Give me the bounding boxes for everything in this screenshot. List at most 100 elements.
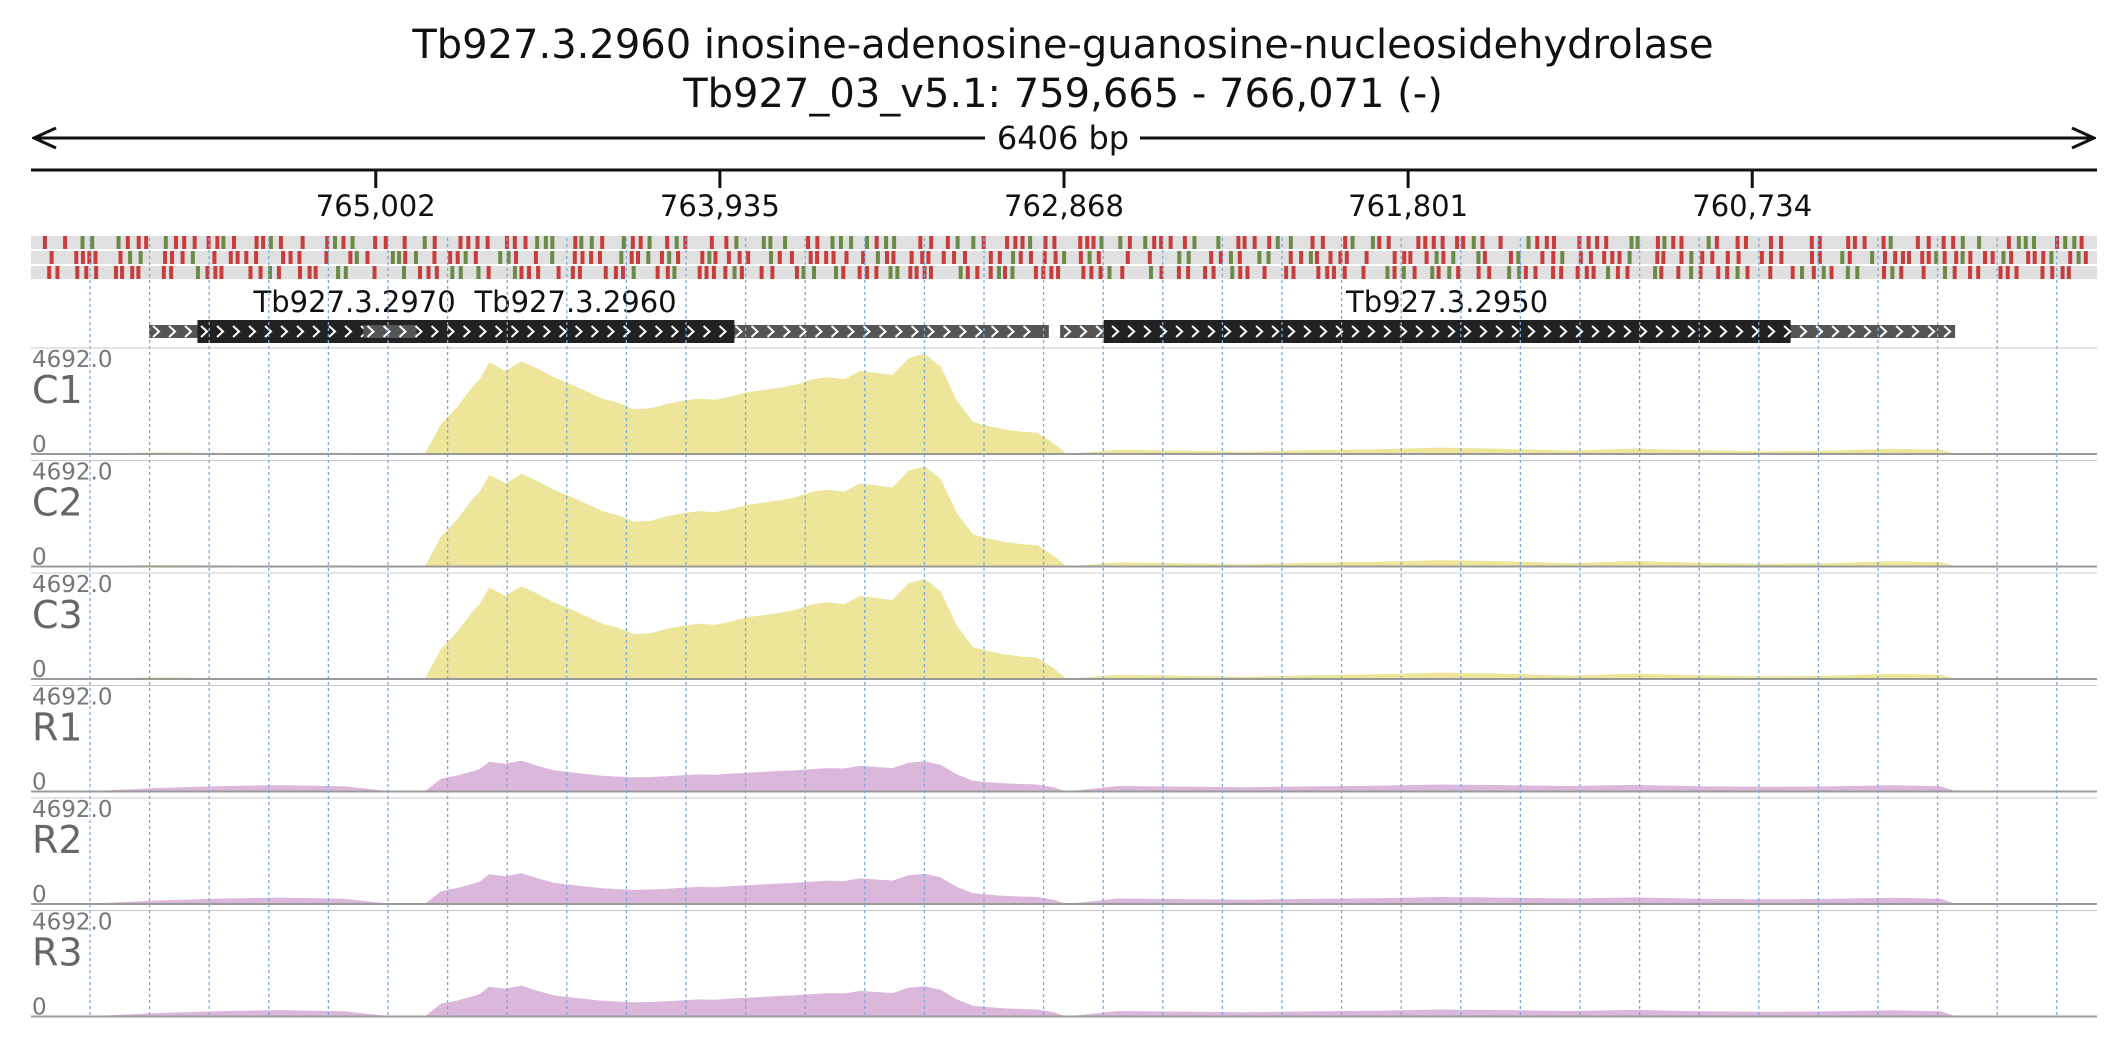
strand-arrow	[430, 325, 439, 338]
variant-mark	[138, 251, 143, 264]
strand-arrow	[462, 325, 471, 338]
variant-mark	[1617, 251, 1622, 264]
variant-mark	[195, 266, 200, 279]
variant-mark	[1689, 251, 1694, 264]
coverage-tracks: 4692.0C104692.0C204692.0C304692.0R104692…	[31, 347, 2097, 1021]
strand-arrow	[1191, 325, 1200, 338]
variant-mark	[1013, 236, 1018, 249]
variant-mark	[1091, 236, 1096, 249]
variant-mark	[1211, 266, 1216, 279]
variant-mark	[1533, 266, 1538, 279]
track-max-label: 4692.0	[32, 460, 112, 486]
variant-mark	[506, 251, 511, 264]
variant-mark	[874, 266, 879, 279]
strand-arrow	[1255, 325, 1264, 338]
variant-mark	[629, 251, 634, 264]
variant-mark	[844, 251, 849, 264]
variant-mark	[824, 251, 829, 264]
variant-mark	[697, 266, 702, 279]
variant-mark	[2079, 236, 2084, 249]
variant-mark	[350, 236, 355, 249]
variant-mark	[1821, 266, 1826, 279]
variant-mark	[1192, 236, 1197, 249]
variant-mark	[120, 266, 125, 279]
variant-mark	[130, 266, 135, 279]
variant-mark	[1595, 236, 1600, 249]
strand-arrow	[1239, 325, 1248, 338]
track-max-label: 4692.0	[32, 797, 112, 823]
variant-mark	[2060, 266, 2065, 279]
strand-arrow	[216, 325, 225, 338]
variant-mark	[892, 236, 897, 249]
strand-arrow	[1767, 325, 1776, 338]
strand-arrow	[494, 325, 503, 338]
strand-arrow	[200, 325, 209, 338]
strand-arrow	[1559, 325, 1568, 338]
coverage-area	[31, 466, 2097, 567]
variant-mark	[1089, 266, 1094, 279]
variant-mark	[2072, 236, 2077, 249]
variant-mark	[1915, 236, 1920, 249]
variant-mark	[1331, 266, 1336, 279]
variant-mark	[1209, 251, 1214, 264]
variant-mark	[1615, 266, 1620, 279]
variant-mark	[783, 236, 788, 249]
strand-arrow	[1703, 325, 1712, 338]
variant-mark	[1242, 236, 1247, 249]
variant-mark	[1659, 266, 1664, 279]
variant-mark	[1052, 236, 1057, 249]
gene-label: Tb927.3.2970	[253, 285, 456, 319]
variant-mark	[1934, 251, 1939, 264]
variant-mark	[268, 236, 273, 249]
variant-mark	[1078, 251, 1083, 264]
variant-mark	[1127, 236, 1132, 249]
variant-mark	[1743, 236, 1748, 249]
variant-mark	[2026, 251, 2031, 264]
variant-mark	[746, 251, 751, 264]
variant-mark	[1817, 236, 1822, 249]
variant-mark	[1817, 251, 1822, 264]
track-max-label: 4692.0	[32, 347, 112, 373]
variant-mark	[1364, 251, 1369, 264]
strand-arrow	[814, 325, 823, 338]
track-max-label: 4692.0	[32, 910, 112, 936]
strand-arrow	[1143, 325, 1152, 338]
variant-mark	[1343, 236, 1348, 249]
variant-mark	[1447, 266, 1452, 279]
variant-mark	[543, 236, 548, 249]
variant-mark	[1230, 266, 1235, 279]
variant-mark	[630, 236, 635, 249]
variant-mark	[1735, 266, 1740, 279]
strand-arrow	[280, 325, 289, 338]
variant-mark	[84, 266, 89, 279]
variant-mark	[213, 266, 218, 279]
strand-arrow	[542, 325, 551, 338]
variant-mark	[895, 266, 900, 279]
variant-mark	[1182, 236, 1187, 249]
variant-mark	[113, 266, 118, 279]
coverage-track: 4692.0R3 0	[31, 910, 2097, 1021]
strand-arrow	[232, 325, 241, 338]
strand-arrow	[574, 325, 583, 338]
variant-mark	[1840, 251, 1845, 264]
variant-mark	[341, 236, 346, 249]
strand-arrow	[1383, 325, 1392, 338]
strand-arrow	[1207, 325, 1216, 338]
variant-mark	[711, 266, 716, 279]
variant-mark	[261, 236, 266, 249]
strand-arrow	[1319, 325, 1328, 338]
variant-mark	[777, 251, 782, 264]
variant-mark	[769, 251, 774, 264]
variant-mark	[1186, 266, 1191, 279]
variant-mark	[794, 266, 799, 279]
variant-mark	[1921, 266, 1926, 279]
variant-mark	[1408, 251, 1413, 264]
variant-mark	[815, 236, 820, 249]
variant-mark	[258, 266, 263, 279]
strand-arrow	[1095, 325, 1104, 338]
variant-mark	[390, 251, 395, 264]
track-name: R2	[32, 818, 83, 862]
track-min-label: 0	[32, 657, 47, 683]
variant-mark	[144, 236, 149, 249]
variant-mark	[2076, 251, 2081, 264]
